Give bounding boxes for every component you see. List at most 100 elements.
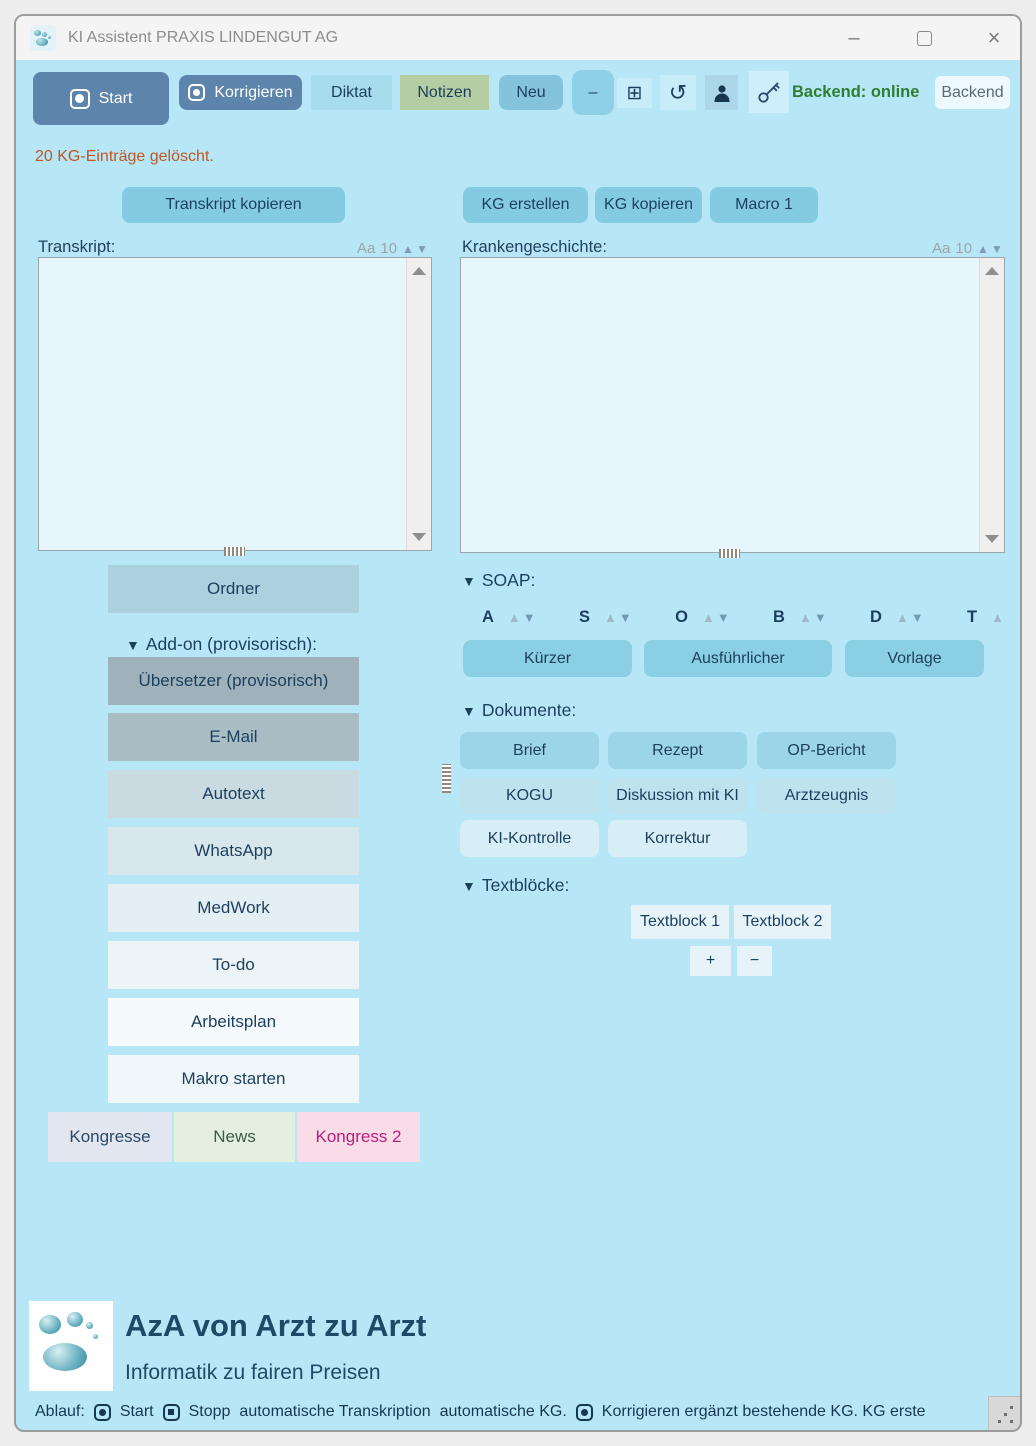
notizen-button[interactable]: Notizen bbox=[400, 75, 489, 110]
kg-erstellen-button[interactable]: KG erstellen bbox=[463, 187, 588, 223]
collapse-triangle-icon[interactable]: ▼ bbox=[462, 703, 476, 719]
textblock-1-button[interactable]: Textblock 1 bbox=[631, 905, 729, 939]
soap-group-s: S ▲ ▼ bbox=[579, 608, 632, 627]
collapse-triangle-icon[interactable]: ▼ bbox=[462, 878, 476, 894]
soap-letter: O bbox=[675, 607, 688, 626]
window-title: KI Assistent PRAXIS LINDENGUT AG bbox=[68, 29, 339, 46]
title-bar: KI Assistent PRAXIS LINDENGUT AG – × bbox=[16, 16, 1020, 60]
grid-icon: ⊞ bbox=[626, 82, 643, 104]
maximize-button[interactable] bbox=[908, 23, 940, 53]
transcript-scrollbar[interactable] bbox=[406, 258, 431, 550]
minus-button[interactable]: – bbox=[572, 70, 614, 115]
transcript-textarea[interactable] bbox=[39, 258, 406, 550]
soap-letter: T bbox=[967, 607, 978, 626]
soap-up-icon[interactable]: ▲ bbox=[604, 609, 617, 625]
transcript-splitter-handle[interactable] bbox=[224, 547, 245, 556]
textblock-remove-button[interactable]: − bbox=[737, 946, 772, 976]
kongress-2-button[interactable]: Kongress 2 bbox=[297, 1112, 420, 1162]
key-button[interactable] bbox=[749, 71, 789, 113]
soap-down-icon[interactable]: ▼ bbox=[813, 609, 827, 625]
soap-up-icon[interactable]: ▲ bbox=[895, 609, 909, 625]
brand-title: AzA von Arzt zu Arzt bbox=[125, 1308, 427, 1343]
macro-1-button[interactable]: Macro 1 bbox=[710, 187, 818, 223]
kg-scrollbar[interactable] bbox=[979, 258, 1004, 552]
column-splitter-handle[interactable] bbox=[442, 764, 451, 793]
transkript-kopieren-button[interactable]: Transkript kopieren bbox=[122, 187, 345, 223]
start-button[interactable]: Start bbox=[33, 72, 169, 125]
status-bar: Ablauf: Start Stopp automatische Transkr… bbox=[35, 1397, 987, 1427]
brief-button[interactable]: Brief bbox=[460, 732, 599, 769]
kg-splitter-handle[interactable] bbox=[719, 549, 740, 558]
uebersetzer-button[interactable]: Übersetzer (provisorisch) bbox=[108, 657, 359, 705]
soap-letter-row: A ▲ ▼ S ▲ ▼ O ▲ ▼ B ▲ ▼ D ▲ ▼ T ▲ bbox=[482, 604, 1006, 630]
transcript-label: Transkript: bbox=[38, 238, 116, 256]
kogu-button[interactable]: KOGU bbox=[460, 777, 599, 814]
whatsapp-button[interactable]: WhatsApp bbox=[108, 827, 359, 875]
soap-down-icon[interactable]: ▼ bbox=[910, 609, 924, 625]
arztzeugnis-button[interactable]: Arztzeugnis bbox=[757, 777, 896, 814]
app-logo-icon bbox=[30, 25, 56, 51]
ausfuehrlicher-button[interactable]: Ausführlicher bbox=[644, 640, 832, 677]
scroll-up-icon[interactable] bbox=[412, 267, 426, 275]
vorlage-button[interactable]: Vorlage bbox=[845, 640, 984, 677]
scroll-down-icon[interactable] bbox=[412, 533, 426, 541]
transcript-font-controls: Aa 10 ▲ ▼ bbox=[357, 240, 429, 257]
user-icon bbox=[714, 84, 729, 102]
maximize-icon bbox=[916, 30, 932, 46]
collapse-triangle-icon[interactable]: ▼ bbox=[126, 637, 140, 653]
kg-font-controls: Aa 10 ▲ ▼ bbox=[932, 240, 1004, 257]
soap-section-text: SOAP: bbox=[481, 570, 536, 590]
kg-kopieren-button[interactable]: KG kopieren bbox=[595, 187, 702, 223]
soap-down-icon[interactable]: ▼ bbox=[716, 609, 730, 625]
kg-textarea[interactable] bbox=[461, 258, 979, 552]
todo-button[interactable]: To-do bbox=[108, 941, 359, 989]
app-window: KI Assistent PRAXIS LINDENGUT AG – × Sta… bbox=[14, 14, 1022, 1432]
statusbar-start-label: Start bbox=[119, 1403, 154, 1420]
close-button[interactable]: × bbox=[987, 25, 1001, 50]
collapse-triangle-icon[interactable]: ▼ bbox=[462, 573, 476, 589]
ki-kontrolle-button[interactable]: KI-Kontrolle bbox=[460, 820, 599, 857]
arbeitsplan-button[interactable]: Arbeitsplan bbox=[108, 998, 359, 1046]
textblock-add-button[interactable]: + bbox=[690, 946, 731, 976]
font-size-down-icon[interactable]: ▼ bbox=[415, 241, 429, 256]
refresh-icon: ↺ bbox=[668, 79, 688, 105]
resize-grip[interactable] bbox=[988, 1396, 1020, 1430]
grid-button[interactable]: ⊞ bbox=[617, 78, 652, 108]
font-aa-label: Aa bbox=[932, 240, 951, 257]
news-button[interactable]: News bbox=[174, 1112, 295, 1162]
soap-down-icon[interactable]: ▼ bbox=[522, 609, 536, 625]
minimize-button[interactable]: – bbox=[848, 26, 860, 49]
font-size-up-icon[interactable]: ▲ bbox=[402, 241, 415, 256]
font-size-down-icon[interactable]: ▼ bbox=[990, 241, 1004, 256]
textblock-2-button[interactable]: Textblock 2 bbox=[734, 905, 831, 939]
soap-down-icon[interactable]: ▼ bbox=[618, 609, 632, 625]
diktat-button[interactable]: Diktat bbox=[311, 75, 392, 110]
rezept-button[interactable]: Rezept bbox=[608, 732, 747, 769]
scroll-down-icon[interactable] bbox=[985, 535, 999, 543]
diskussion-mit-ki-button[interactable]: Diskussion mit KI bbox=[608, 777, 747, 814]
font-size-up-icon[interactable]: ▲ bbox=[977, 241, 990, 256]
ordner-button[interactable]: Ordner bbox=[108, 565, 359, 613]
soap-up-icon[interactable]: ▲ bbox=[798, 609, 812, 625]
kuerzer-button[interactable]: Kürzer bbox=[463, 640, 632, 677]
user-button[interactable] bbox=[705, 75, 738, 110]
soap-letter: D bbox=[870, 607, 882, 626]
scroll-up-icon[interactable] bbox=[985, 267, 999, 275]
kongresse-button[interactable]: Kongresse bbox=[48, 1112, 172, 1162]
dokumente-section-label: ▼ Dokumente: bbox=[462, 700, 576, 721]
email-button[interactable]: E-Mail bbox=[108, 713, 359, 761]
makro-starten-button[interactable]: Makro starten bbox=[108, 1055, 359, 1103]
backend-button[interactable]: Backend bbox=[935, 76, 1010, 109]
autotext-button[interactable]: Autotext bbox=[108, 770, 359, 818]
soap-up-icon[interactable]: ▲ bbox=[991, 609, 1004, 625]
neu-button[interactable]: Neu bbox=[499, 75, 563, 110]
medwork-button[interactable]: MedWork bbox=[108, 884, 359, 932]
op-bericht-button[interactable]: OP-Bericht bbox=[757, 732, 896, 769]
transcript-textarea-container bbox=[38, 257, 432, 551]
soap-up-icon[interactable]: ▲ bbox=[507, 609, 521, 625]
korrigieren-button[interactable]: Korrigieren bbox=[179, 75, 302, 110]
korrektur-button[interactable]: Korrektur bbox=[608, 820, 747, 857]
font-aa-label: Aa bbox=[357, 240, 376, 257]
soap-up-icon[interactable]: ▲ bbox=[701, 609, 715, 625]
refresh-button[interactable]: ↺ bbox=[660, 75, 696, 110]
